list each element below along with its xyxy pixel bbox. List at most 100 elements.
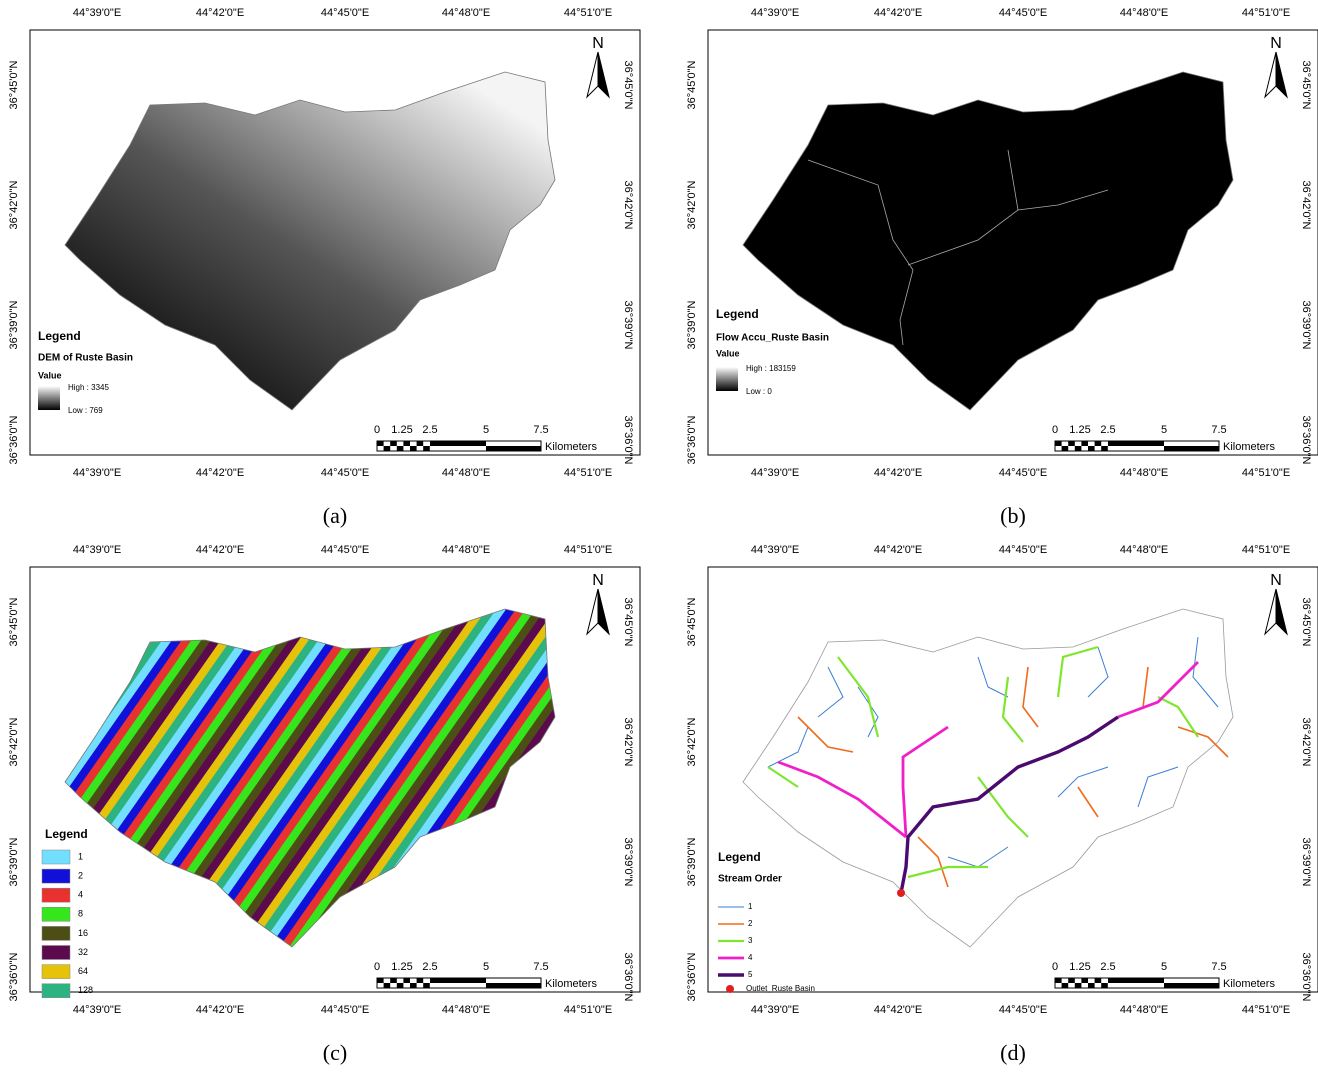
scale-label: 2.5 [422, 424, 437, 436]
legend-label: 128 [78, 985, 93, 995]
lon-label: 44°45'0"E [321, 7, 369, 19]
lon-label: 44°39'0"E [73, 7, 121, 19]
scale-seg [1055, 978, 1062, 983]
legend-label: 3 [748, 936, 753, 945]
lon-label: 44°51'0"E [1242, 7, 1290, 19]
lat-label: 36°42'0"N [1300, 718, 1312, 767]
lat-label: 36°39'0"N [622, 838, 634, 887]
page: 44°39'0"E 44°39'0"E 44°42'0"E 44°42'0"E 44°4… [0, 0, 1318, 1086]
lon-label: 44°45'0"E [999, 467, 1047, 479]
scale-label: 5 [483, 961, 489, 973]
legend-low: Low : 0 [746, 387, 772, 396]
scale-label: 0 [1052, 961, 1058, 973]
lat-label: 36°36'0"N [686, 415, 698, 464]
legend-layer: Stream Order [718, 874, 782, 885]
lon-label: 44°51'0"E [564, 544, 612, 556]
scale-seg [1062, 983, 1069, 988]
map-panel: 44°39'0"E44°39'0"E44°42'0"E44°42'0"E44°4… [8, 544, 640, 1065]
lon-label: 44°42'0"E [874, 544, 922, 556]
legend-label: 2 [78, 870, 83, 880]
scale-label: 7.5 [533, 424, 548, 436]
scale-label: 7.5 [533, 961, 548, 973]
lat-label: 36°36'0"N [622, 953, 634, 1002]
scale-seg [1108, 441, 1164, 446]
lon-label: 44°45'0"E [321, 1004, 369, 1016]
lon-label: 44°45'0"E [321, 544, 369, 556]
legend-label: 1 [748, 902, 753, 911]
lat-label: 36°39'0"N [1300, 838, 1312, 887]
scale-seg [1101, 446, 1108, 451]
lon-label: 44°45'0"E [999, 1004, 1047, 1016]
figure: 44°39'0"E 44°39'0"E 44°42'0"E 44°42'0"E 44°4… [0, 0, 1318, 1081]
lat-label: 36°42'0"N [686, 717, 698, 766]
legend-label: 64 [78, 966, 88, 976]
lat-label: 36°39'0"N [686, 837, 698, 886]
lat-label: 36°39'0"N [1300, 301, 1312, 350]
map-panel: 44°39'0"E44°39'0"E44°42'0"E44°42'0"E44°4… [8, 7, 640, 528]
lon-label: 44°45'0"E [999, 7, 1047, 19]
scale-seg [390, 441, 397, 446]
lon-label: 44°39'0"E [73, 467, 121, 479]
lat-label: 36°45'0"N [622, 61, 634, 110]
scale-label: 2.5 [422, 961, 437, 973]
scale-seg [403, 441, 410, 446]
scale-label: 5 [1161, 424, 1167, 436]
scale-label: 1.25 [391, 424, 412, 436]
lon-label: 44°39'0"E [751, 1004, 799, 1016]
lat-label: 36°39'0"N [686, 300, 698, 349]
caption: (b) [1000, 503, 1026, 528]
scale-unit: Kilometers [1223, 978, 1275, 990]
scale-seg [1068, 441, 1075, 446]
lon-label: 44°45'0"E [321, 467, 369, 479]
lat-label: 36°42'0"N [622, 718, 634, 767]
legend-high: High : 183159 [746, 364, 796, 373]
scale-label: 1.25 [1069, 424, 1090, 436]
lat-label: 36°39'0"N [8, 300, 20, 349]
scale-seg [377, 978, 384, 983]
legend-label: 16 [78, 928, 88, 938]
scale-label: 7.5 [1211, 961, 1226, 973]
lon-label: 44°42'0"E [196, 467, 244, 479]
scale-seg [1081, 978, 1088, 983]
lon-label: 44°48'0"E [1120, 544, 1168, 556]
lon-label: 44°39'0"E [73, 1004, 121, 1016]
lon-label: 44°51'0"E [564, 467, 612, 479]
legend-label: 4 [748, 953, 753, 962]
legend-label: 1 [78, 851, 83, 861]
legend-swatch [42, 965, 70, 979]
scale-seg [410, 446, 417, 451]
lat-label: 36°45'0"N [1300, 598, 1312, 647]
lat-label: 36°36'0"N [8, 415, 20, 464]
legend-outlet [726, 985, 734, 993]
legend-swatch [42, 888, 70, 902]
lon-label: 44°51'0"E [564, 1004, 612, 1016]
lon-label: 44°48'0"E [442, 7, 490, 19]
lon-label: 44°51'0"E [1242, 544, 1290, 556]
lon-label: 44°48'0"E [442, 544, 490, 556]
legend-swatch [42, 946, 70, 960]
legend-label: Outlet_Ruste Basin [746, 984, 815, 993]
lat-label: 36°42'0"N [686, 180, 698, 229]
caption: (c) [323, 1040, 347, 1065]
lat-label: 36°42'0"N [8, 717, 20, 766]
north-label: N [592, 572, 604, 589]
scale-seg [403, 978, 410, 983]
lat-label: 36°45'0"N [686, 60, 698, 109]
map-panel: 44°39'0"E44°39'0"E44°42'0"E44°42'0"E44°4… [686, 7, 1318, 528]
scale-seg [1062, 446, 1069, 451]
lon-label: 44°48'0"E [442, 467, 490, 479]
scale-seg [410, 983, 417, 988]
lon-label: 44°39'0"E [73, 544, 121, 556]
lon-label: 44°42'0"E [874, 7, 922, 19]
scale-label: 5 [1161, 961, 1167, 973]
scale-seg [1095, 441, 1102, 446]
legend-title: Legend [716, 307, 759, 321]
legend-label: 8 [78, 909, 83, 919]
scale-seg [1088, 446, 1095, 451]
lon-label: 44°48'0"E [442, 1004, 490, 1016]
scale-seg [390, 978, 397, 983]
north-label: N [592, 35, 604, 52]
lat-label: 36°42'0"N [8, 180, 20, 229]
lon-label: 44°42'0"E [196, 1004, 244, 1016]
caption: (d) [1000, 1040, 1026, 1065]
